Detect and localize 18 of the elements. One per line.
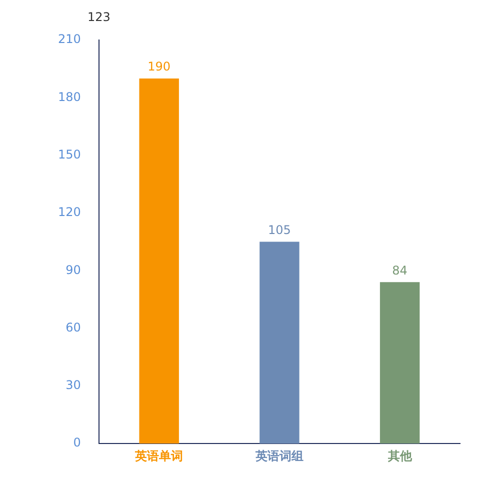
y-tick-label: 0: [73, 436, 81, 450]
bar: [380, 282, 420, 444]
data-label: 84: [392, 263, 408, 278]
x-tick-label: 英语单词: [134, 448, 184, 463]
data-label: 105: [268, 222, 291, 237]
x-tick-label: 英语词组: [254, 448, 304, 463]
x-tick-label: 其他: [386, 448, 413, 463]
bar: [260, 242, 300, 444]
y-tick-label: 30: [66, 378, 81, 392]
y-tick-label: 120: [58, 205, 81, 220]
y-tick-label: 210: [58, 32, 81, 46]
y-tick-label: 180: [58, 90, 81, 104]
bar: [139, 78, 179, 444]
y-tick-label: 90: [66, 262, 81, 277]
y-tick-label: 60: [66, 320, 81, 334]
data-label: 190: [148, 60, 171, 74]
y-tick-label: 150: [58, 147, 81, 162]
chart-title: 123: [87, 10, 110, 24]
